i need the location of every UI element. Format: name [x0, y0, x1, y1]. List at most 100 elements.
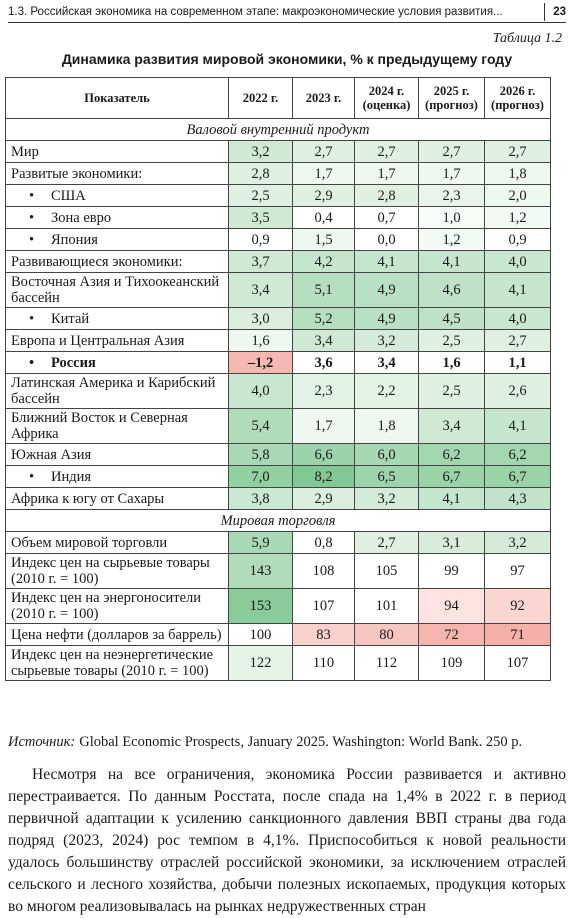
- value-cell: 5,2: [292, 307, 355, 330]
- table-row: Индекс цен на неэнергетические сырьевые …: [5, 645, 551, 681]
- source-note: Источник: Global Economic Prospects, Janu…: [8, 734, 522, 751]
- value-cell: 0,9: [484, 228, 551, 251]
- row-label-text: Объем мировой торговли: [11, 534, 168, 551]
- value-cell: 0,4: [292, 206, 355, 229]
- row-label-text: Южная Азия: [11, 446, 92, 463]
- column-header: 2025 г. (прогноз): [418, 77, 485, 119]
- row-label-text: Развивающиеся экономики:: [11, 253, 183, 270]
- value-cell: 3,4: [292, 329, 355, 352]
- row-label: Индекс цен на энергоносители (2010 г. = …: [5, 588, 229, 624]
- table-row: Развитые экономики: 2,8 1,7 1,7 1,7 1,8: [5, 162, 551, 185]
- table-row: Китай 3,05,24,94,54,0: [5, 307, 551, 330]
- row-label: Африка к югу от Сахары: [5, 487, 229, 510]
- section-row: Валовой внутренний продукт: [5, 118, 551, 141]
- row-label: Цена нефти (долларов за баррель): [5, 623, 229, 646]
- data-table: Показатель 2022 г. 2023 г. 2024 г. (оценка)…: [5, 77, 551, 681]
- table-row: Южная Азия 5,8 6,6 6,0 6,2 6,2: [5, 443, 551, 466]
- value-cell: 1,5: [292, 228, 355, 251]
- table-row: Восточная Азия и Тихоокеан­ский бассейн 3…: [5, 272, 551, 308]
- value-cell: 2,3: [418, 184, 485, 207]
- value-cell: 2,5: [418, 329, 485, 352]
- value-cell: 4,1: [418, 250, 485, 273]
- row-label-text: Цена нефти (долларов за баррель): [11, 626, 222, 643]
- row-label-text: США: [51, 187, 86, 204]
- row-label: Латинская Америка и Карибский бассейн: [5, 373, 229, 409]
- row-label-text: Индекс цен на неэнергетические сырьевые …: [11, 647, 214, 679]
- table-row: США 2,52,92,82,32,0: [5, 184, 551, 207]
- value-cell: 97: [484, 553, 551, 589]
- row-label-text: Развитые экономики:: [11, 165, 143, 182]
- value-cell: 3,2: [354, 487, 419, 510]
- value-cell: 2,3: [292, 373, 355, 409]
- value-cell: 0,9: [228, 228, 293, 251]
- value-cell: 2,8: [228, 162, 293, 185]
- row-label: Развивающиеся экономики:: [5, 250, 229, 273]
- column-header: 2022 г.: [228, 77, 293, 119]
- value-cell: 6,2: [484, 443, 551, 466]
- value-cell: 0,7: [354, 206, 419, 229]
- row-label-text: Россия: [51, 354, 96, 371]
- row-label-text: Индекс цен на энергоносители (2010 г. = …: [11, 590, 202, 622]
- row-label-text: Китай: [51, 310, 90, 327]
- value-cell: 2,5: [418, 373, 485, 409]
- table-row: Ближний Восток и Северная Африка 5,4 1,7 1,…: [5, 408, 551, 444]
- row-label-text: Европа и Центральная Азия: [11, 332, 185, 349]
- row-label: Индекс цен на неэнергетические сырьевые …: [5, 645, 229, 681]
- value-cell: 7,0: [228, 465, 293, 488]
- value-cell: 1,1: [484, 351, 551, 374]
- value-cell: 153: [228, 588, 293, 624]
- value-cell: 2,7: [354, 531, 419, 554]
- value-cell: 6,0: [354, 443, 419, 466]
- running-title: 1.3. Российская экономика на современном…: [8, 6, 503, 18]
- body-paragraph: Несмотря на все ограничения, экономика Р…: [8, 766, 566, 915]
- page-number: 23: [544, 3, 566, 21]
- value-cell: 4,3: [484, 487, 551, 510]
- column-header: 2026 г. (прогноз): [484, 77, 551, 119]
- value-cell: 94: [418, 588, 485, 624]
- table-row: Индекс цен на энергоносители (2010 г. = …: [5, 588, 551, 624]
- column-header: 2023 г.: [292, 77, 355, 119]
- row-label: Объем мировой торговли: [5, 531, 229, 554]
- value-cell: 3,7: [228, 250, 293, 273]
- value-cell: 3,1: [418, 531, 485, 554]
- row-label: Индекс цен на сырьевые товары (2010 г. =…: [5, 553, 229, 589]
- value-cell: 99: [418, 553, 485, 589]
- value-cell: 2,7: [484, 329, 551, 352]
- value-cell: 143: [228, 553, 293, 589]
- value-cell: 107: [292, 588, 355, 624]
- row-label: Китай: [5, 307, 229, 330]
- row-label-text: Япония: [51, 231, 98, 248]
- column-header: Показатель: [5, 77, 229, 119]
- source-label: Источник:: [8, 734, 76, 750]
- value-cell: 4,9: [354, 307, 419, 330]
- row-label: Россия: [5, 351, 229, 374]
- table-row: Россия –1,23,63,41,61,1: [5, 351, 551, 374]
- value-cell: 2,6: [484, 373, 551, 409]
- value-cell: 1,7: [292, 408, 355, 444]
- row-label-text: Восточная Азия и Тихоокеан­ский бассейн: [11, 274, 220, 306]
- value-cell: 3,2: [484, 531, 551, 554]
- row-label: США: [5, 184, 229, 207]
- value-cell: 1,8: [354, 408, 419, 444]
- running-header: 1.3. Российская экономика на современном…: [8, 2, 566, 23]
- table-row: Мир 3,2 2,7 2,7 2,7 2,7: [5, 140, 551, 163]
- section-row: Мировая торговля: [5, 509, 551, 532]
- table-row: Индекс цен на сырьевые товары (2010 г. =…: [5, 553, 551, 589]
- table-row: Развивающиеся экономики: 3,7 4,2 4,1 4,1 4,0: [5, 250, 551, 273]
- value-cell: 112: [354, 645, 419, 681]
- value-cell: 108: [292, 553, 355, 589]
- value-cell: 92: [484, 588, 551, 624]
- row-label-text: Индекс цен на сырьевые товары (2010 г. =…: [11, 555, 210, 587]
- value-cell: 71: [484, 623, 551, 646]
- value-cell: 1,8: [484, 162, 551, 185]
- value-cell: 101: [354, 588, 419, 624]
- table-title: Динамика развития мировой экономики, % к…: [61, 51, 513, 67]
- value-cell: 100: [228, 623, 293, 646]
- table-row: Африка к югу от Сахары 3,8 2,9 3,2 4,1 4,3: [5, 487, 551, 510]
- value-cell: 83: [292, 623, 355, 646]
- section-title: Мировая торговля: [5, 509, 551, 532]
- row-label: Индия: [5, 465, 229, 488]
- row-label: Зона евро: [5, 206, 229, 229]
